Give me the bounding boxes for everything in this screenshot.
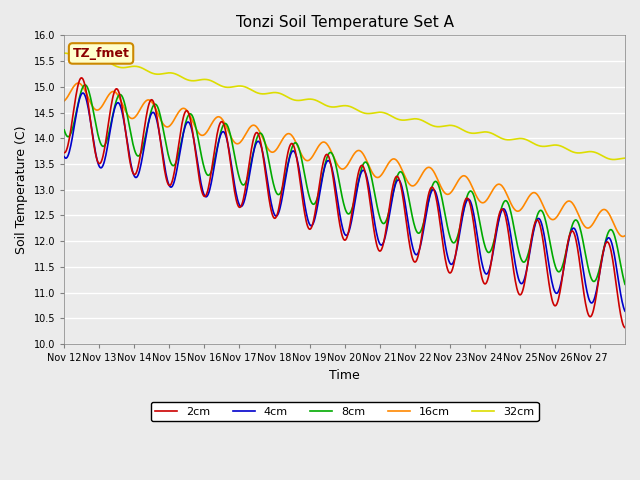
8cm xyxy=(60,127,68,133)
32cm xyxy=(403,117,410,123)
Y-axis label: Soil Temperature (C): Soil Temperature (C) xyxy=(15,125,28,254)
2cm xyxy=(279,181,287,187)
Line: 16cm: 16cm xyxy=(64,83,625,237)
4cm xyxy=(127,160,134,166)
4cm xyxy=(258,145,266,151)
Title: Tonzi Soil Temperature Set A: Tonzi Soil Temperature Set A xyxy=(236,15,454,30)
Line: 2cm: 2cm xyxy=(64,78,625,328)
16cm xyxy=(127,115,134,121)
8cm xyxy=(435,182,442,188)
8cm xyxy=(403,187,411,192)
32cm xyxy=(126,64,134,70)
2cm xyxy=(435,209,442,215)
2cm xyxy=(621,325,629,331)
4cm xyxy=(279,192,287,197)
2cm xyxy=(127,163,134,168)
2cm xyxy=(230,184,237,190)
32cm xyxy=(278,91,286,97)
4cm xyxy=(60,154,68,160)
8cm xyxy=(279,183,287,189)
16cm xyxy=(435,179,442,184)
Line: 8cm: 8cm xyxy=(64,85,625,284)
8cm xyxy=(258,131,266,137)
16cm xyxy=(74,80,82,86)
4cm xyxy=(621,308,629,314)
4cm xyxy=(230,178,237,183)
2cm xyxy=(258,144,266,150)
16cm xyxy=(279,136,287,142)
2cm xyxy=(78,75,86,81)
4cm xyxy=(79,90,87,96)
32cm xyxy=(609,156,617,162)
2cm xyxy=(403,225,411,231)
16cm xyxy=(230,139,237,144)
4cm xyxy=(403,213,411,219)
16cm xyxy=(621,233,629,239)
8cm xyxy=(81,82,89,88)
32cm xyxy=(434,124,442,130)
8cm xyxy=(230,149,237,155)
Legend: 2cm, 4cm, 8cm, 16cm, 32cm: 2cm, 4cm, 8cm, 16cm, 32cm xyxy=(150,402,538,421)
32cm xyxy=(229,84,237,90)
16cm xyxy=(258,133,266,139)
X-axis label: Time: Time xyxy=(329,369,360,382)
2cm xyxy=(60,150,68,156)
16cm xyxy=(619,234,627,240)
32cm xyxy=(60,50,68,56)
4cm xyxy=(435,201,442,206)
8cm xyxy=(127,131,134,136)
32cm xyxy=(257,91,265,96)
Text: TZ_fmet: TZ_fmet xyxy=(72,47,129,60)
Line: 4cm: 4cm xyxy=(64,93,625,311)
16cm xyxy=(60,98,68,104)
16cm xyxy=(403,178,411,184)
8cm xyxy=(621,281,629,287)
Line: 32cm: 32cm xyxy=(64,53,625,159)
32cm xyxy=(621,155,629,161)
